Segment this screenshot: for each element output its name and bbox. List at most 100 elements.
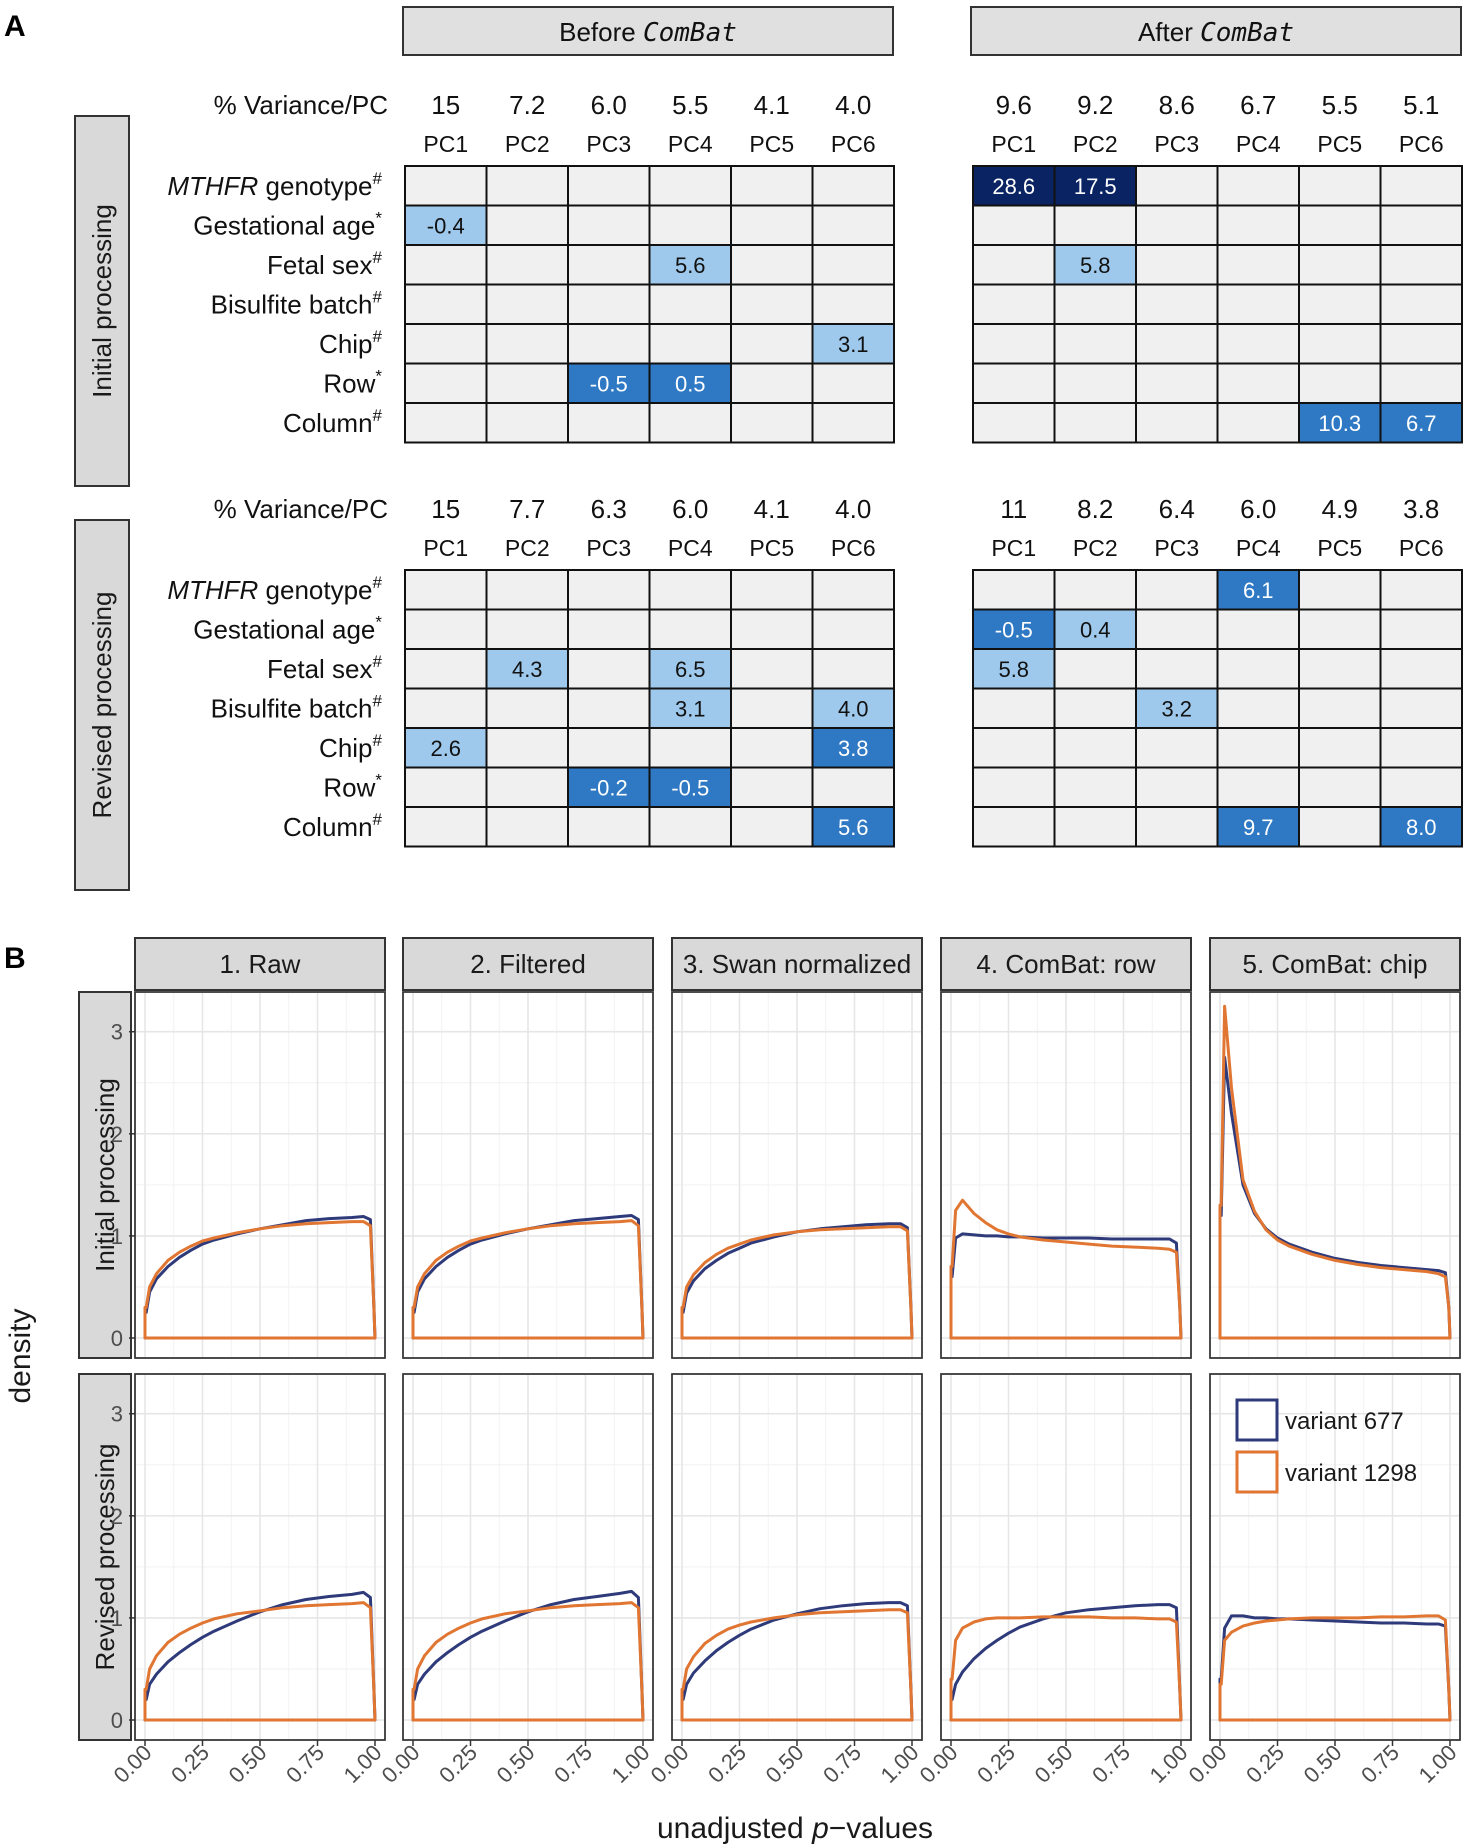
heatmap-cell — [1135, 283, 1219, 325]
heatmap-cell — [1298, 323, 1382, 365]
heatmap-cell — [1379, 608, 1463, 650]
variance-value: 6.0 — [591, 90, 627, 120]
density-curve-variant-1298 — [411, 1219, 645, 1340]
heatmap-cell — [1216, 323, 1300, 365]
x-tick-label: 0.75 — [1087, 1740, 1135, 1788]
heatmap-cell — [730, 165, 814, 207]
x-tick-label: 1.00 — [1414, 1740, 1462, 1788]
column-header-box — [970, 6, 1462, 56]
heatmap-cell — [1298, 766, 1382, 808]
heatmap-cell — [1053, 569, 1137, 611]
heatmap-cell-value: 5.6 — [838, 815, 869, 840]
x-tick-label: 1.00 — [1145, 1740, 1193, 1788]
x-tick-label: 0.50 — [1299, 1740, 1347, 1788]
heatmap-cell — [648, 204, 732, 246]
legend-key-variant-677 — [1235, 1398, 1279, 1442]
factor-row-label: Bisulfite batch# — [211, 691, 383, 723]
pc-label: PC2 — [505, 535, 550, 561]
heatmap-cell — [1298, 283, 1382, 325]
column-header-method: ComBat — [1200, 18, 1294, 48]
heatmap-cell — [404, 323, 488, 365]
facet-row-label: Revised processing — [90, 1444, 120, 1671]
heatmap-cell — [485, 687, 569, 729]
heatmap-cell — [567, 766, 651, 808]
x-tick-label: 0.00 — [915, 1740, 963, 1788]
facet-panel-border — [134, 991, 386, 1359]
y-tick-label: 1 — [111, 1606, 123, 1631]
heatmap-cell — [567, 648, 651, 690]
heatmap-cell — [1216, 165, 1300, 207]
heatmap-cell — [1298, 569, 1382, 611]
heatmap-cell-value: -0.5 — [590, 371, 628, 396]
variance-value: 5.1 — [1403, 90, 1439, 120]
heatmap-cell-value: 5.6 — [675, 253, 706, 278]
factor-row-label: MTHFR genotype# — [167, 169, 382, 201]
factor-test-mark: # — [373, 287, 383, 306]
heatmap-cell — [1379, 323, 1463, 365]
heatmap-cell — [567, 402, 651, 444]
y-tick-label: 3 — [111, 1020, 123, 1045]
factor-name: genotype — [258, 171, 372, 201]
heatmap-cell — [972, 283, 1056, 325]
y-tick-label: 1 — [111, 1224, 123, 1249]
facet-row-strip — [78, 1373, 132, 1741]
heatmap-cell — [404, 402, 488, 444]
heatmap-cell — [1298, 165, 1382, 207]
heatmap-cell-value: 3.1 — [675, 696, 706, 721]
variance-value: 3.8 — [1403, 494, 1439, 524]
heatmap-cell — [1135, 648, 1219, 690]
facet-panel-border — [1209, 991, 1461, 1359]
variance-value: 4.1 — [754, 494, 790, 524]
variance-value: 9.2 — [1077, 90, 1113, 120]
variance-value: 7.2 — [509, 90, 545, 120]
heatmap-cell — [1135, 165, 1219, 207]
heatmap-cell — [1298, 608, 1382, 650]
heatmap-cell — [730, 648, 814, 690]
heatmap-cell — [567, 687, 651, 729]
heatmap-cell — [1298, 402, 1382, 444]
factor-name: Chip — [319, 733, 372, 763]
heatmap-cell — [972, 204, 1056, 246]
heatmap-cell — [972, 323, 1056, 365]
variance-value: 5.5 — [672, 90, 708, 120]
heatmap-cell — [485, 806, 569, 848]
heatmap-cell — [1053, 204, 1137, 246]
facet-panel-border — [671, 991, 923, 1359]
heatmap-cell — [811, 727, 895, 769]
heatmap-cell-value: 17.5 — [1074, 174, 1117, 199]
pc-label: PC1 — [991, 131, 1036, 157]
facet-column-strip — [1209, 937, 1461, 991]
heatmap-cell — [972, 402, 1056, 444]
factor-test-mark: * — [375, 612, 382, 631]
heatmap-cell — [567, 204, 651, 246]
y-tick-label: 3 — [111, 1402, 123, 1427]
variance-value: 15 — [431, 494, 460, 524]
heatmap-cell — [567, 244, 651, 286]
heatmap-cell — [567, 165, 651, 207]
factor-name: Row — [323, 368, 375, 398]
variance-value: 9.6 — [996, 90, 1032, 120]
heatmap-cell — [567, 569, 651, 611]
heatmap-cell — [1135, 727, 1219, 769]
facet-panel-border — [940, 991, 1192, 1359]
x-axis-title-italic: p — [811, 1812, 829, 1845]
factor-row-label: Gestational age* — [193, 612, 382, 644]
y-tick-label: 2 — [111, 1122, 123, 1147]
column-header-prefix: After — [1138, 17, 1200, 47]
factor-test-mark: # — [373, 652, 383, 671]
pc-label: PC6 — [1399, 131, 1444, 157]
heatmap-cell — [404, 165, 488, 207]
heatmap-cell — [1216, 204, 1300, 246]
heatmap-cell — [404, 648, 488, 690]
heatmap-cell — [811, 323, 895, 365]
heatmap-cell — [1379, 204, 1463, 246]
x-tick-label: 0.00 — [109, 1740, 157, 1788]
facet-column-label: 2. Filtered — [470, 949, 586, 979]
factor-test-mark: # — [373, 406, 383, 425]
variance-value: 6.7 — [1240, 90, 1276, 120]
heatmap-cell — [1379, 362, 1463, 404]
column-header-prefix: Before — [559, 17, 643, 47]
heatmap-cell — [730, 323, 814, 365]
heatmap-cell — [1298, 204, 1382, 246]
